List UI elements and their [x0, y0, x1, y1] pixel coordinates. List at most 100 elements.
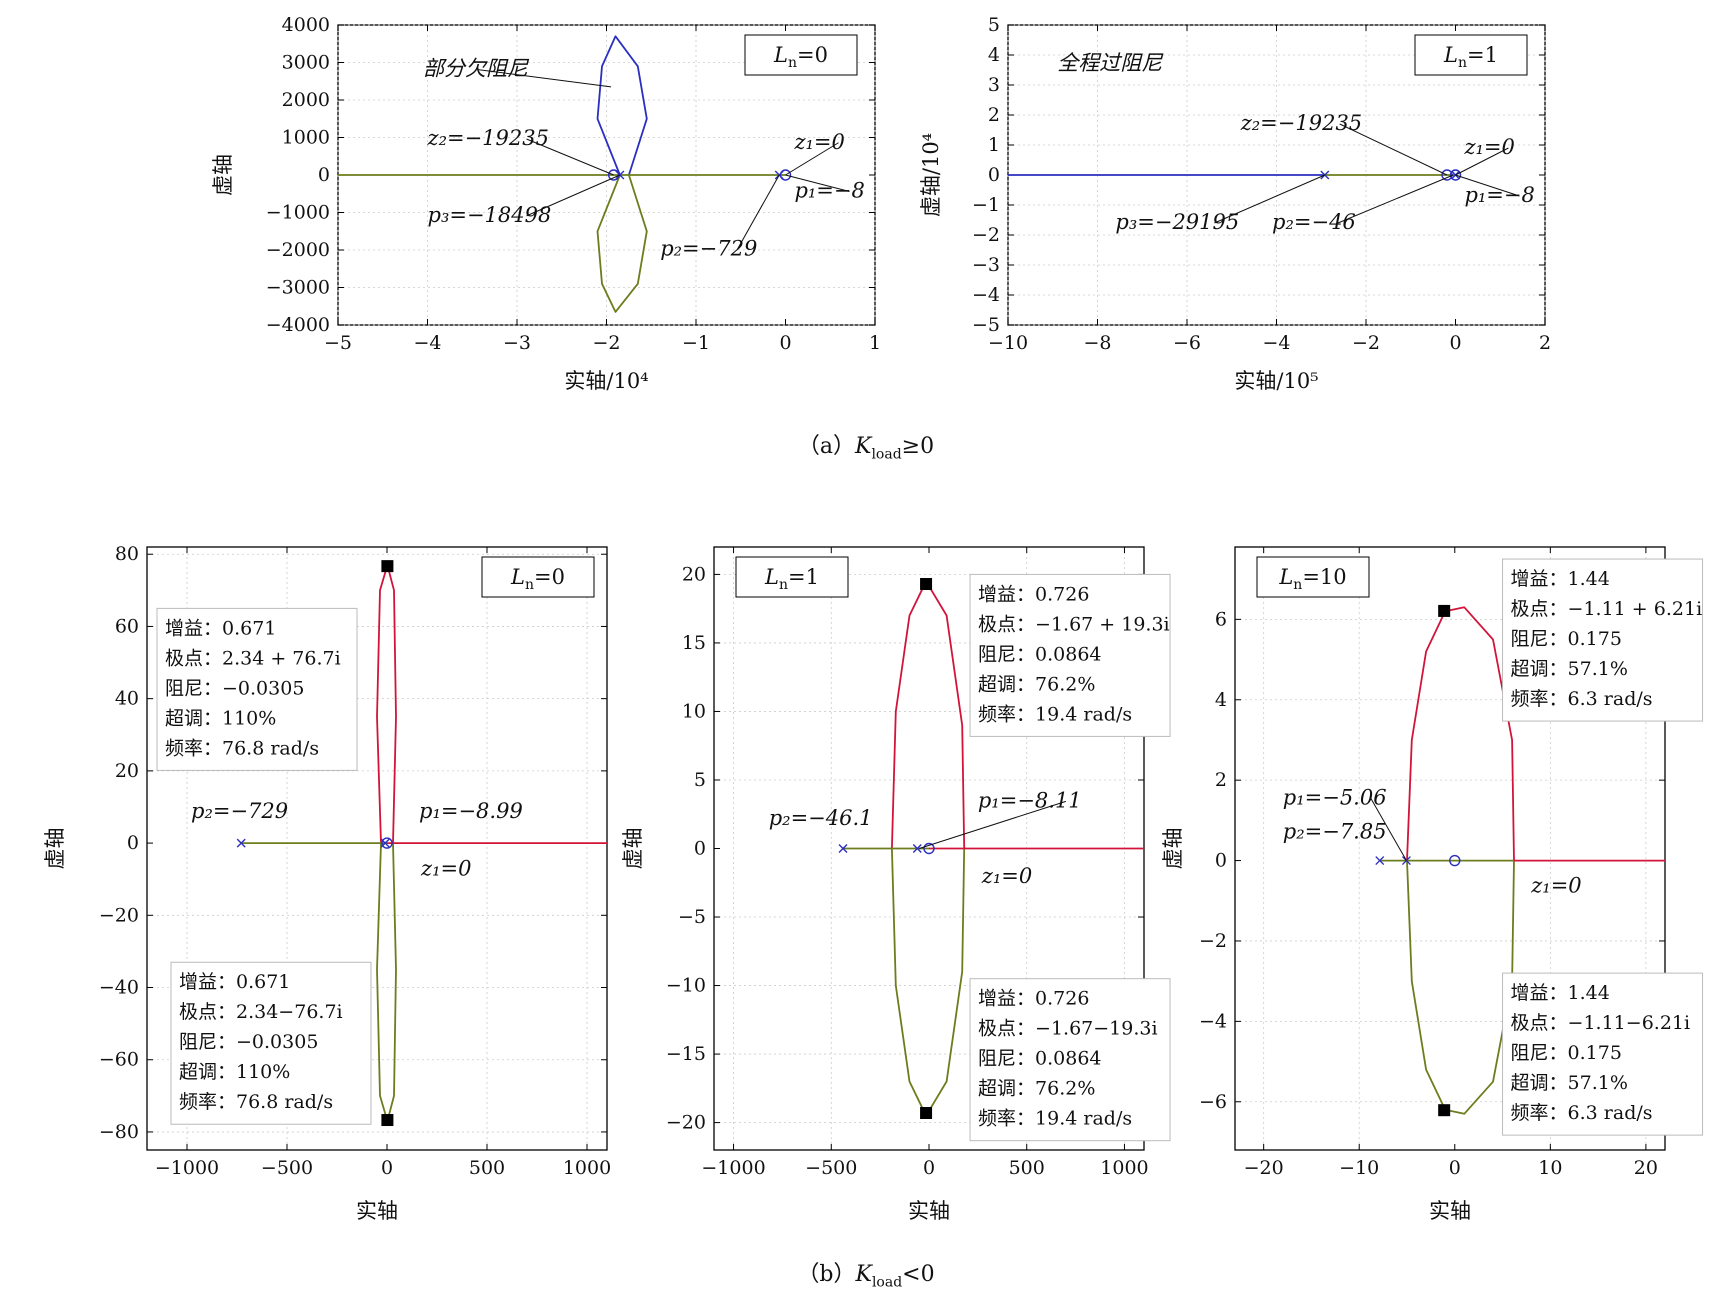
zero-marker — [381, 837, 393, 849]
y-tick-label: 1 — [988, 134, 1000, 156]
annotation-label: p₂=−46 — [1272, 210, 1356, 234]
x-tick-label: −500 — [805, 1157, 857, 1179]
caption-a-rel: ≥0 — [901, 434, 935, 459]
datatip-line: 增益：0.726 — [978, 988, 1089, 1010]
caption-b: （b）Kload<0 — [0, 1256, 1732, 1290]
panel-b2: −1000 −500 0 500 1000 −20 −15 −10 −5 0 5 10 15 20 实轴 虚轴… — [621, 546, 1171, 1223]
x-tick-label: −2 — [592, 332, 620, 354]
annotation-leader — [526, 138, 614, 176]
x-tick-label: 20 — [1634, 1157, 1658, 1179]
y-tick-label: 15 — [682, 632, 706, 654]
y-tick-label: 2000 — [282, 89, 330, 111]
annotation-leader — [477, 69, 612, 88]
y-tick-label: −80 — [99, 1121, 139, 1143]
y-axis-label: 虚轴/10⁴ — [919, 133, 943, 217]
ln-legend-label: Ln=0 — [773, 43, 828, 71]
ln-legend-label: Ln=0 — [510, 565, 565, 593]
x-tick-label: −6 — [1173, 332, 1201, 354]
annotation-leader — [1455, 147, 1509, 176]
annotation-label: p₃=−29195 — [1115, 210, 1239, 234]
datatip-marker — [381, 560, 394, 573]
x-axis-label: 实轴/10⁴ — [564, 369, 648, 393]
annotation-label: p₁=−5.06 — [1283, 785, 1387, 809]
zero-marker — [607, 169, 620, 181]
y-tick-label: −2 — [972, 224, 1000, 246]
datatip-line: 阻尼：0.0864 — [978, 1048, 1101, 1070]
caption-a-sub: load — [871, 446, 902, 463]
locus-branch — [596, 174, 648, 313]
annotation-leader — [1339, 123, 1448, 176]
datatip-line: 阻尼：0.0864 — [978, 643, 1101, 665]
x-axis-label: 实轴 — [1429, 1199, 1471, 1223]
annotation-label: p₁=−8.11 — [978, 788, 1082, 812]
locus-branch — [1406, 606, 1515, 861]
annotation-label: z₂=−19235 — [427, 126, 549, 150]
ln-legend-box — [481, 556, 595, 598]
x-tick-label: −1000 — [701, 1157, 765, 1179]
caption-b-rel: <0 — [902, 1262, 935, 1287]
annotation-leader — [1337, 174, 1454, 224]
datatip-line: 频率：19.4 rad/s — [978, 703, 1132, 725]
x-tick-label: 0 — [1449, 332, 1461, 354]
pole-marker — [838, 844, 848, 853]
annotation-label: p₁=−8 — [794, 179, 864, 203]
y-tick-label: 4 — [1215, 689, 1227, 711]
datatip-box — [170, 961, 372, 1125]
x-tick-label: −3 — [503, 332, 531, 354]
datatip-line: 超调：57.1% — [1511, 658, 1628, 680]
datatip-line: 超调：76.2% — [978, 673, 1095, 695]
annotation-label: z₁=0 — [981, 864, 1032, 888]
datatip-line: 频率：76.8 rad/s — [165, 737, 319, 759]
y-tick-label: 0 — [694, 838, 706, 860]
panel-a2: −10 −8 −6 −4 −2 0 2−5−4−3−2−1012345实轴/10⁵虚轴/10… — [919, 14, 1551, 393]
x-tick-label: −8 — [1083, 332, 1111, 354]
datatip-marker — [1438, 1104, 1451, 1117]
annotation-label: z₁=0 — [1463, 135, 1514, 159]
y-tick-label: 3000 — [282, 52, 330, 74]
y-tick-label: 2 — [1215, 769, 1227, 791]
annotation-label: z₁=0 — [420, 857, 471, 881]
datatip-marker — [920, 1106, 933, 1119]
y-tick-label: 40 — [115, 688, 139, 710]
pole-marker — [236, 838, 246, 848]
caption-a-var: K — [855, 434, 872, 459]
y-axis-label: 虚轴 — [43, 828, 67, 870]
datatip-box — [156, 607, 358, 771]
annotation-leader — [526, 174, 621, 217]
datatip-line: 极点：2.34 + 76.7i — [165, 647, 341, 669]
ln-legend-label: Ln=1 — [764, 565, 819, 593]
datatip-line: 阻尼：−0.0305 — [179, 1031, 318, 1053]
x-tick-label: −4 — [1262, 332, 1290, 354]
ln-legend-box — [735, 556, 849, 598]
y-tick-label: −2000 — [266, 239, 330, 261]
panel-a1: −5 −4 −3 −2 −1 0 1 −4000 −3000 −2000 −1000 0 1000 200… — [211, 14, 881, 393]
y-tick-label: −5 — [972, 314, 1000, 336]
annotation-leader — [785, 174, 850, 192]
annotation-leader — [1214, 174, 1326, 224]
ln-legend-box — [1256, 556, 1370, 598]
pole-marker — [912, 844, 922, 853]
y-tick-label: 0 — [988, 164, 1000, 186]
datatip-line: 增益：0.671 — [179, 971, 290, 993]
annotation-leader — [736, 174, 780, 250]
datatip-line: 极点：−1.67 + 19.3i — [978, 613, 1170, 635]
annotation-label: p₂=−729 — [660, 237, 757, 261]
annotation-leader — [1455, 174, 1520, 197]
y-tick-label: −20 — [99, 904, 139, 926]
y-tick-label: 5 — [694, 769, 706, 791]
datatip-line: 增益：0.671 — [165, 617, 276, 639]
y-tick-label: 1000 — [282, 127, 330, 149]
x-axis-label: 实轴 — [356, 1199, 398, 1223]
datatip-box — [1502, 558, 1704, 722]
annotation-label: p₁=−8.99 — [419, 799, 523, 823]
x-tick-label: 10 — [1538, 1157, 1562, 1179]
x-tick-label: −2 — [1352, 332, 1380, 354]
y-tick-label: −4000 — [266, 314, 330, 336]
x-tick-label: 0 — [779, 332, 791, 354]
y-tick-label: 60 — [115, 615, 139, 637]
x-tick-label: −4 — [413, 332, 441, 354]
annotation-label: z₁=0 — [793, 130, 844, 154]
x-axis-label: 实轴 — [908, 1199, 950, 1223]
annotation-label: p₃=−18498 — [428, 203, 552, 227]
